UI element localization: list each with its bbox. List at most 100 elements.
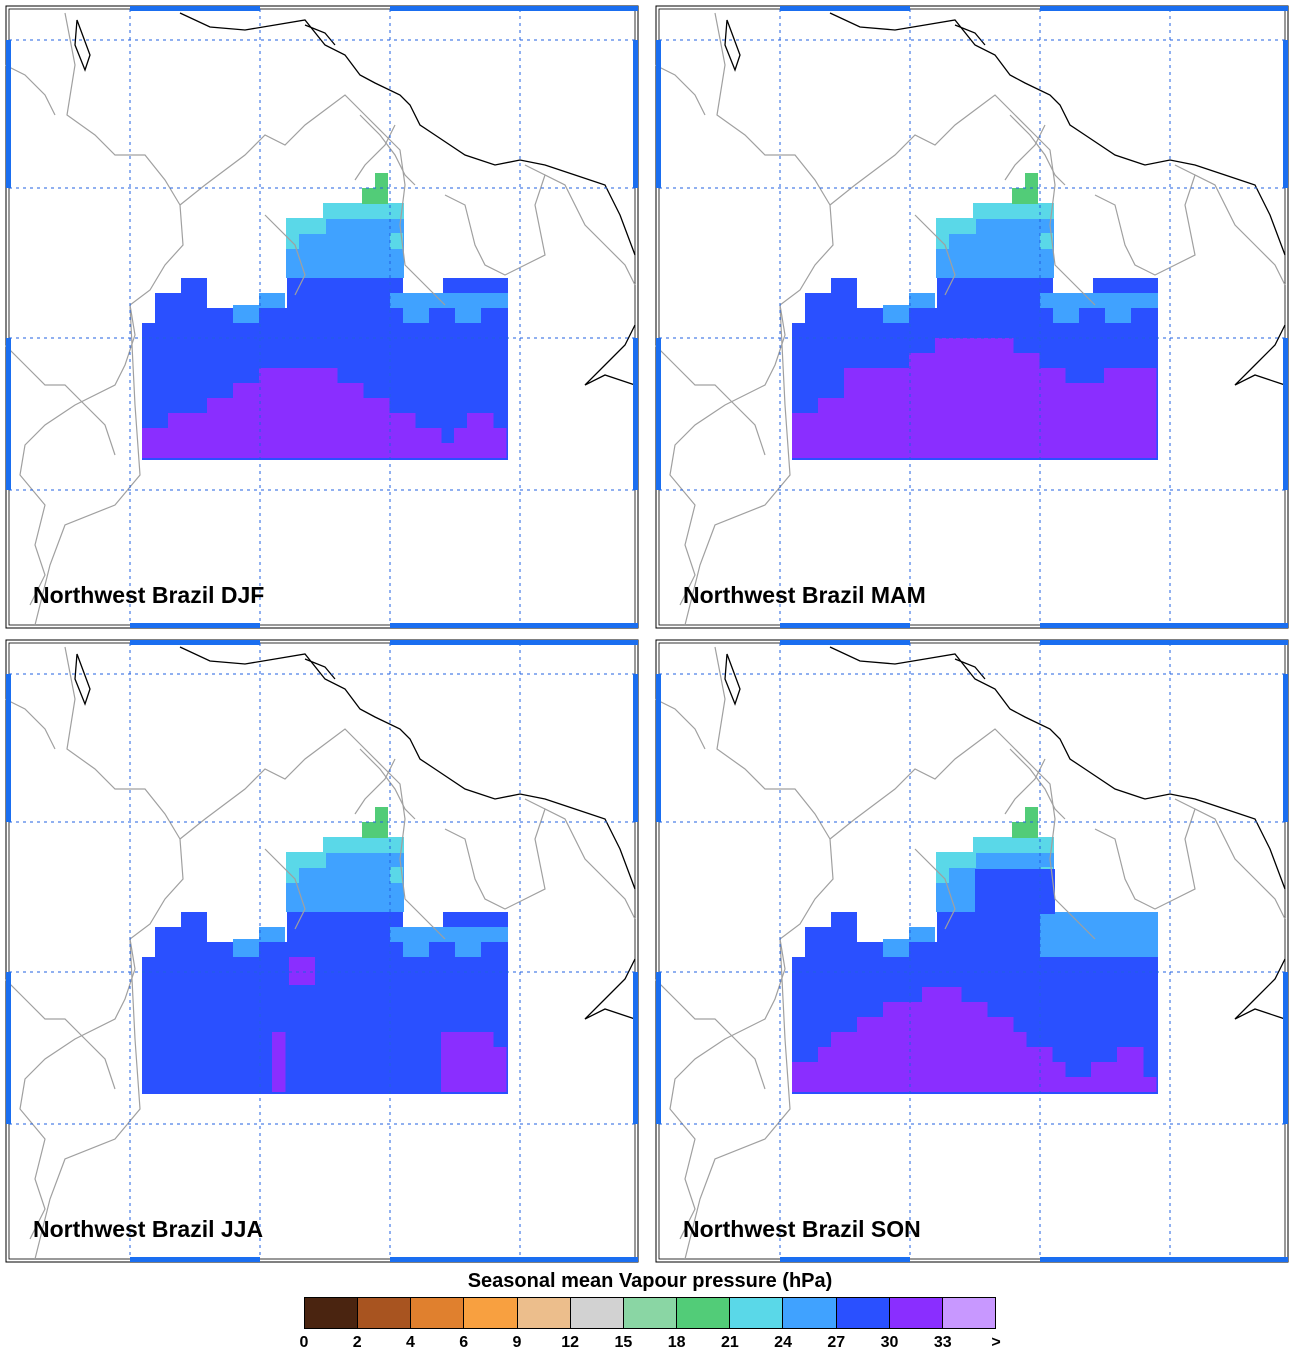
boundary-line — [34, 304, 141, 626]
data-cell — [350, 383, 364, 458]
data-cell — [375, 807, 388, 823]
data-cell — [974, 1002, 988, 1092]
panel-title: Northwest Brazil DJF — [33, 582, 265, 608]
frame-accent-bar — [1283, 972, 1288, 1124]
data-cell — [1012, 188, 1038, 204]
data-cell — [961, 1002, 975, 1092]
data-cell — [233, 939, 259, 957]
legend-swatch — [623, 1298, 678, 1328]
data-cell — [1065, 383, 1079, 458]
frame-accent-bar — [656, 338, 661, 490]
data-cell — [1039, 1047, 1053, 1092]
graticule — [659, 9, 1285, 625]
data-cell — [480, 1032, 494, 1092]
data-cell — [441, 443, 455, 458]
data-cell — [973, 203, 1054, 219]
legend-title: Seasonal mean Vapour pressure (hPa) — [467, 1270, 833, 1292]
data-cell — [402, 413, 416, 458]
frame-accent-bar — [656, 972, 661, 1124]
frame-accent-bar — [633, 674, 638, 822]
map-frame — [5, 639, 639, 1263]
legend-swatch — [836, 1298, 890, 1328]
data-cell — [362, 822, 388, 838]
data-cell — [818, 1047, 832, 1092]
data-cell — [1143, 368, 1157, 458]
legend-swatch — [411, 1298, 465, 1328]
data-cell — [870, 368, 884, 458]
country-boundaries — [655, 12, 1286, 626]
data-cell — [1091, 1062, 1105, 1092]
coast-line — [954, 658, 986, 680]
data-cell — [289, 957, 315, 985]
data-cell — [1052, 368, 1066, 458]
graticule — [659, 643, 1285, 1259]
legend-tick-label: 30 — [880, 1334, 899, 1351]
data-cell — [1117, 1047, 1131, 1092]
data-cell — [168, 413, 182, 458]
data-cell — [1026, 1047, 1040, 1092]
data-cell — [246, 383, 260, 458]
data-cell — [1091, 383, 1105, 458]
data-cell — [805, 912, 831, 927]
map-canvas — [5, 5, 639, 629]
data-cell — [362, 188, 388, 204]
coastline — [724, 12, 1286, 386]
boundary-line — [354, 124, 396, 181]
data-cell — [792, 1062, 806, 1092]
data-cell — [792, 912, 805, 957]
frame-accent-bar — [130, 623, 260, 628]
frame-accent — [656, 6, 1288, 628]
data-cell — [286, 218, 326, 234]
map-inner-frame — [658, 642, 1286, 1260]
vapour-pressure-field — [792, 173, 1158, 460]
frame-accent-bar — [130, 640, 260, 645]
frame-accent-bar — [130, 1257, 260, 1262]
data-cell — [936, 233, 949, 249]
boundary-line — [359, 748, 416, 820]
data-cell — [324, 368, 338, 458]
frame-accent-bar — [1040, 1257, 1288, 1262]
boundary-line — [444, 174, 636, 286]
boundary-line — [1174, 164, 1196, 176]
data-cell — [1012, 822, 1038, 838]
boundary-line — [179, 94, 446, 306]
frame-accent-bar — [1283, 338, 1288, 490]
vapour-pressure-field — [142, 173, 508, 460]
data-cell — [142, 278, 155, 323]
frame-accent-bar — [1040, 6, 1288, 11]
data-cell — [973, 837, 1054, 853]
data-cell — [428, 428, 442, 458]
data-cell — [975, 869, 1055, 914]
data-cell — [181, 413, 195, 458]
legend-swatch — [889, 1298, 943, 1328]
data-cell — [259, 368, 273, 458]
data-cell — [1013, 353, 1027, 458]
boundary-line — [829, 94, 1096, 306]
data-cell — [883, 939, 909, 957]
data-cell — [883, 305, 909, 323]
country-boundaries — [655, 646, 1286, 1260]
data-cell — [455, 942, 481, 957]
map-frame — [655, 5, 1289, 629]
vapour-pressure-field — [142, 807, 508, 1094]
data-cell — [415, 428, 429, 458]
map-panel-djf: Northwest Brazil DJF — [5, 5, 639, 629]
legend-tick-label: 21 — [720, 1334, 739, 1351]
boundary-line — [1094, 808, 1286, 920]
boundary-line — [684, 304, 791, 626]
data-cell — [936, 867, 949, 883]
data-cell — [805, 413, 819, 458]
legend-swatch — [305, 1298, 359, 1328]
graticule — [9, 9, 635, 625]
data-cell — [1040, 912, 1158, 957]
data-cell — [1065, 1077, 1079, 1092]
boundary-line — [1004, 124, 1046, 181]
data-cell — [948, 338, 962, 458]
map-inner-frame — [658, 8, 1286, 626]
legend-tick-label: 6 — [459, 1334, 469, 1351]
data-cell — [1130, 1047, 1144, 1092]
map-canvas — [5, 639, 639, 1263]
boundary-line — [655, 344, 766, 456]
boundary-line — [359, 114, 416, 186]
data-cell — [455, 308, 481, 323]
